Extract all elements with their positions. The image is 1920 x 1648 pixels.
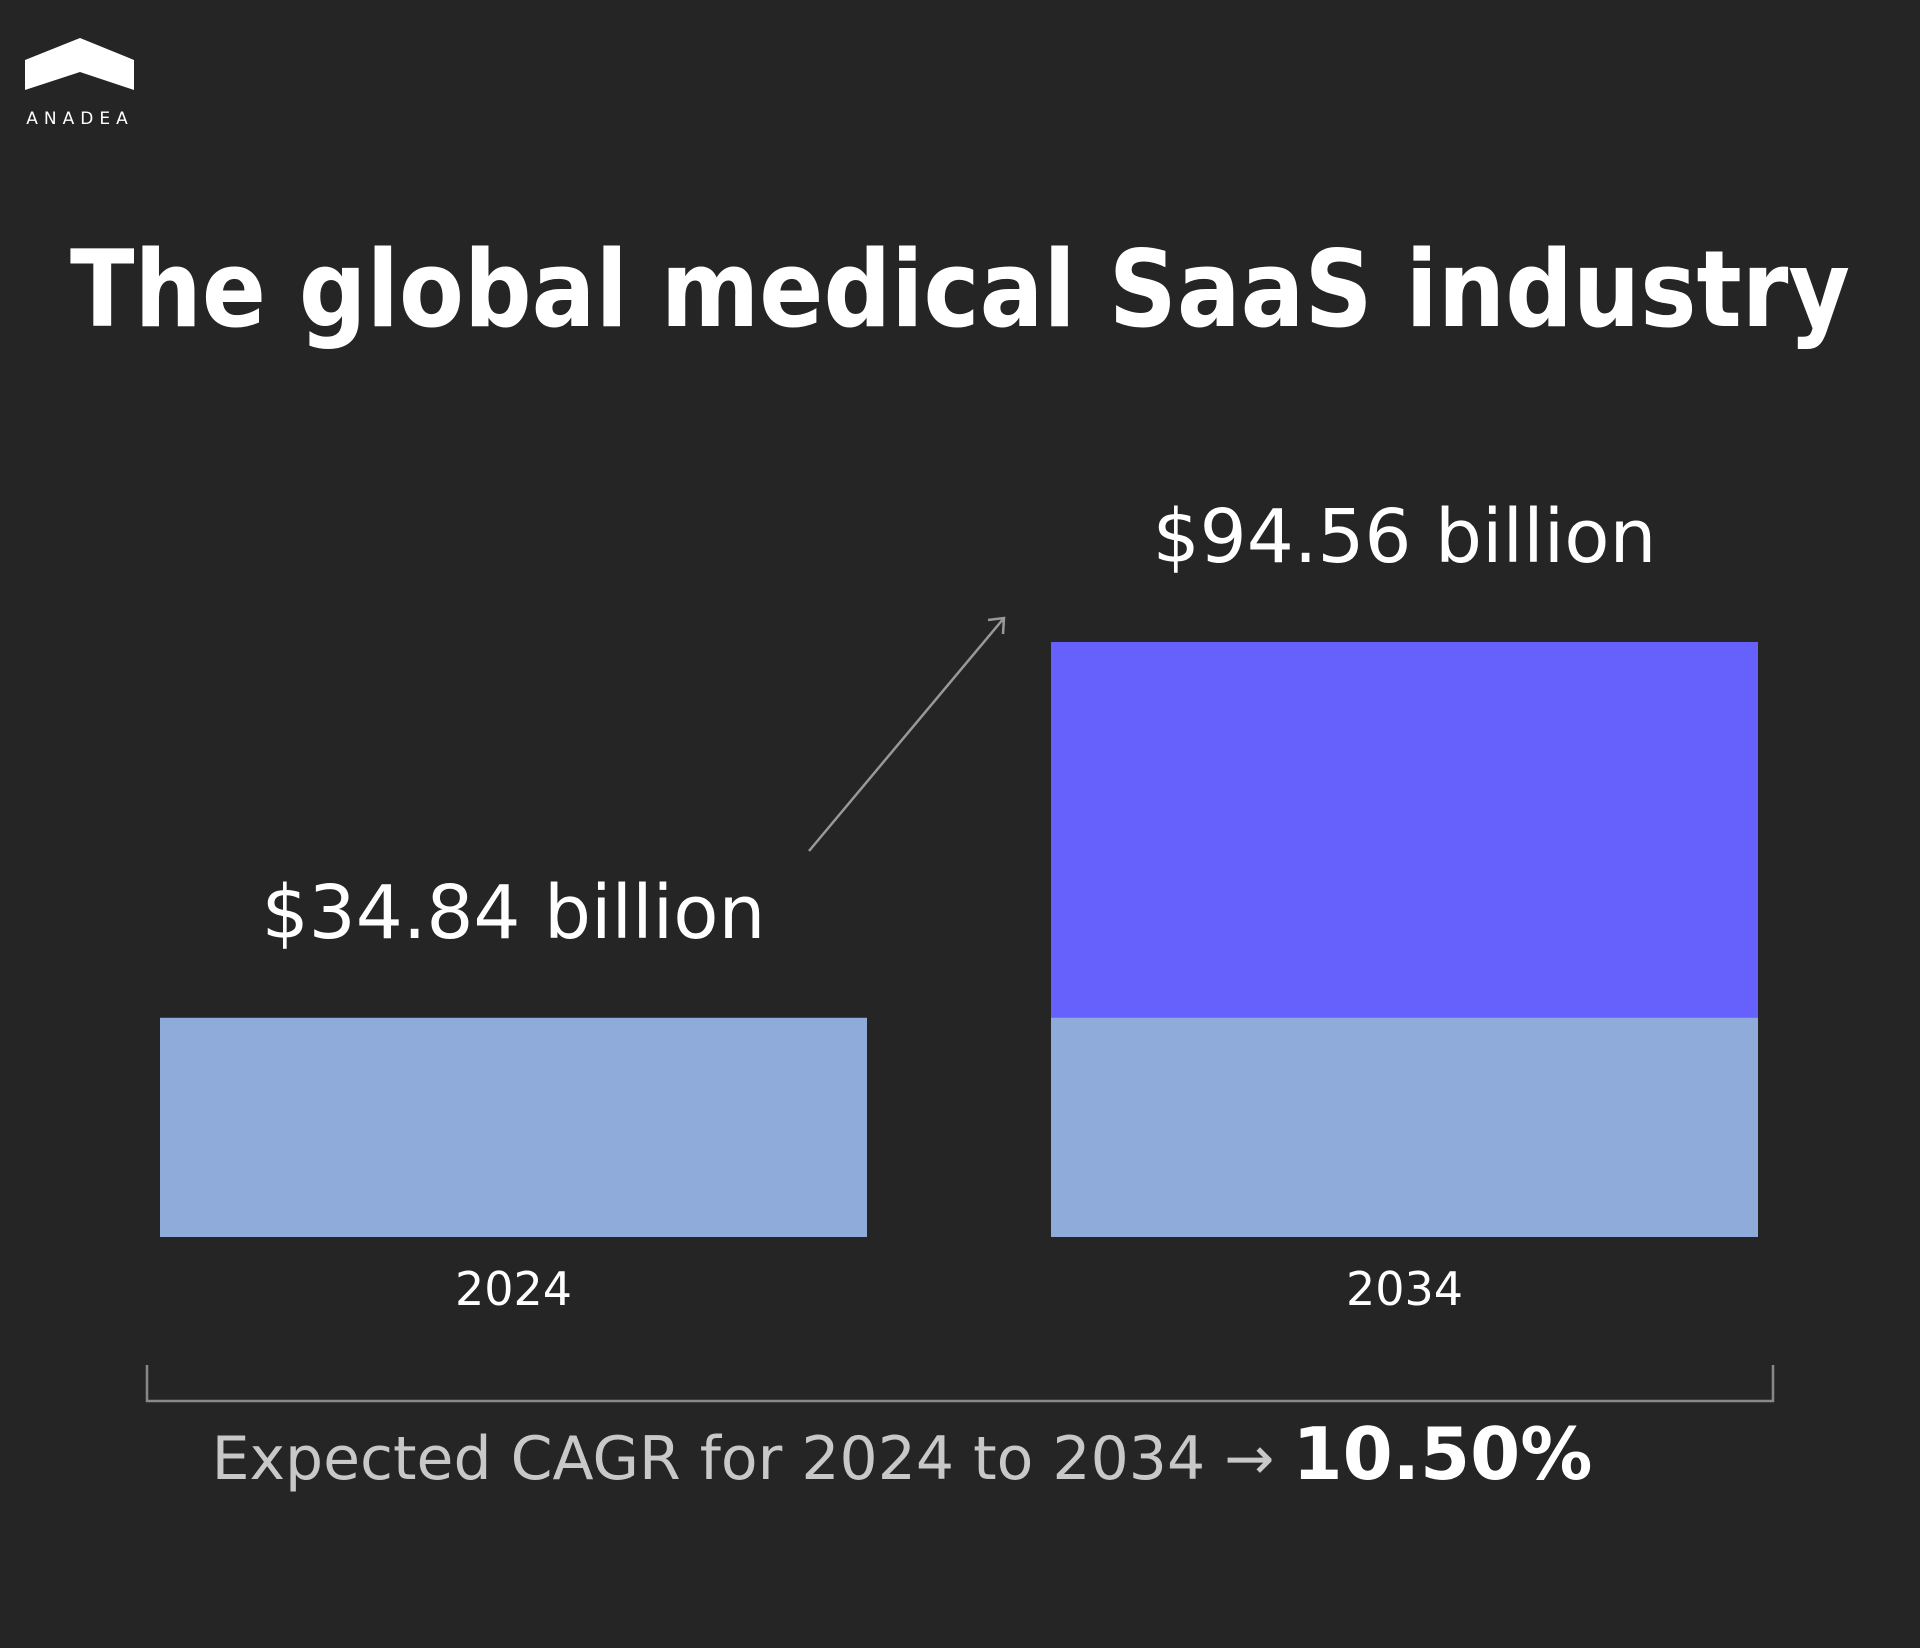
logo-text: ANADEA	[26, 109, 133, 129]
cagr-label: Expected CAGR for 2024 to 2034 →	[212, 1424, 1275, 1494]
growth-arrow	[808, 617, 1005, 852]
range-bracket	[145, 1365, 1775, 1403]
value-label: $94.56 billion	[1153, 494, 1657, 580]
value-label: $34.84 billion	[262, 870, 766, 956]
growth-arrow-head	[987, 616, 1006, 635]
logo-mark	[25, 38, 134, 90]
cagr-value: 10.50%	[1292, 1412, 1592, 1496]
x-tick-label: 2024	[455, 1262, 572, 1316]
baseline-overlay	[1051, 1017, 1758, 1237]
x-tick-label: 2034	[1346, 1262, 1463, 1316]
cagr-note: Expected CAGR for 2024 to 2034 → 10.50%	[212, 1412, 1593, 1496]
chart-title: The global medical SaaS industry	[70, 228, 1850, 351]
bar	[160, 1017, 867, 1237]
